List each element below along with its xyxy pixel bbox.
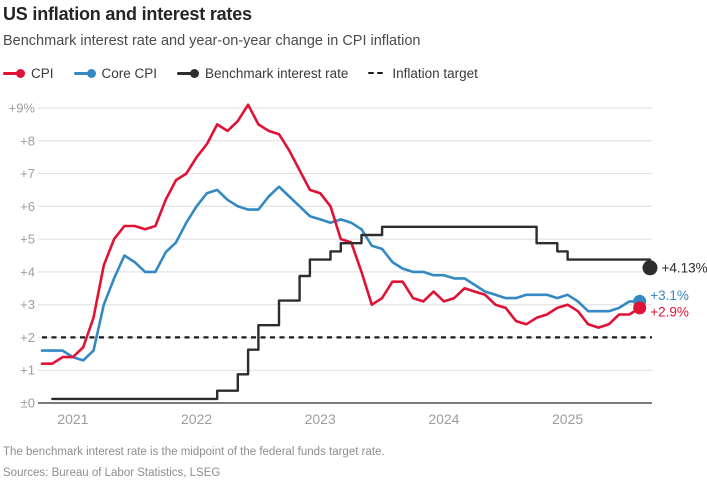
legend-item-inflation-target: Inflation target: [368, 66, 478, 81]
cpi-line: [40, 103, 641, 365]
y-axis-label: +6: [20, 199, 35, 214]
legend-label-core-cpi: Core CPI: [101, 65, 158, 81]
page-title: US inflation and interest rates: [3, 4, 252, 24]
core-cpi-line: [40, 185, 641, 362]
x-axis-year-label: 2025: [552, 411, 583, 427]
chart-sources: Sources: Bureau of Labor Statistics, LSE…: [3, 467, 221, 479]
cpi-end-label: +2.9%: [650, 304, 689, 319]
x-axis-year-label: 2023: [305, 411, 336, 427]
legend-label-benchmark-rate: Benchmark interest rate: [205, 65, 349, 81]
y-axis-label: +5: [20, 232, 35, 247]
benchmark-interest-rate-end-dot: [642, 260, 658, 276]
y-axis-label: +7: [20, 166, 35, 181]
benchmark-interest-rate-end-label: +4.13%: [662, 260, 707, 275]
legend-label-inflation-target: Inflation target: [392, 65, 478, 81]
y-axis-label: +2: [20, 330, 35, 345]
legend-item-core-cpi: Core CPI: [73, 65, 158, 81]
core-cpi-line-dot-marker: [73, 68, 96, 78]
x-axis-year-label: 2022: [181, 411, 212, 427]
chart-footnote: The benchmark interest rate is the midpo…: [3, 446, 385, 458]
core-cpi-end-label: +3.1%: [650, 288, 689, 303]
legend-item-benchmark-rate: Benchmark interest rate: [177, 66, 348, 81]
cpi-end-dot: [633, 301, 647, 315]
x-axis-year-label: 2024: [428, 411, 459, 427]
y-axis-label: +4: [20, 264, 35, 279]
benchmark-interest-rate-line: [51, 225, 652, 401]
y-axis-label: ±0: [21, 396, 35, 411]
y-axis-label: +9%: [9, 101, 36, 116]
legend: CPI Core CPI Benchmark interest rate Inf…: [3, 63, 478, 83]
legend-item-cpi: CPI: [3, 66, 54, 81]
x-axis-year-label: 2021: [57, 411, 88, 427]
legend-label-cpi: CPI: [31, 65, 54, 81]
benchmark-rate-line-dot-marker: [177, 68, 200, 78]
inflation-chart: +9% +8 +7 +6 +5 +4 +3 +2 +1 ±0 2021 2022 2023 2024 202…: [9, 101, 707, 428]
y-axis-label: +3: [20, 297, 35, 312]
y-axis-label: +8: [20, 133, 35, 148]
cpi-line-dot-marker: [3, 68, 25, 78]
chart-subtitle: Benchmark interest rate and year-on-year…: [3, 33, 421, 49]
y-axis-label: +1: [20, 363, 35, 378]
inflation-target-dash-marker: [368, 71, 386, 75]
